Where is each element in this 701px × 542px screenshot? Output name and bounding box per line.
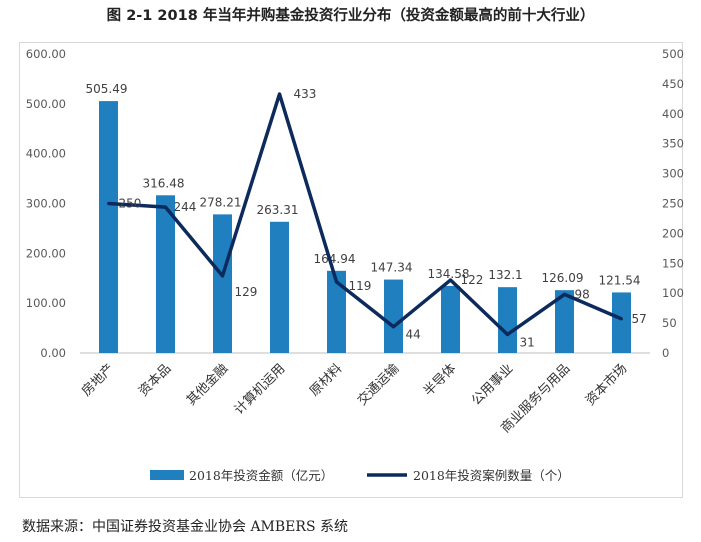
line-data-label: 119 [349, 279, 372, 293]
line-data-label: 31 [520, 335, 535, 349]
right-axis-tick-label: 450 [662, 77, 684, 91]
left-axis-tick-label: 100.00 [26, 296, 66, 310]
line-data-label: 129 [235, 285, 258, 299]
bar-data-label: 505.49 [86, 82, 128, 96]
right-axis: 0 50 100 150 200 250 300 350 400 450 500 [662, 47, 684, 360]
bar-data-label: 147.34 [371, 261, 413, 275]
line-path [108, 92, 623, 337]
data-source-note: 数据来源：中国证券投资基金业协会 AMBERS 系统 [22, 519, 348, 535]
bar-data-label: 316.48 [143, 176, 185, 190]
category-label: 半导体 [421, 361, 459, 399]
bar [327, 270, 346, 353]
left-axis-tick-label: 500.00 [26, 97, 66, 111]
combo-chart: 0.00 100.00 200.00 300.00 400.00 500.00 600.00… [26, 47, 684, 483]
right-axis-tick-label: 500 [662, 47, 684, 61]
bar [612, 292, 631, 353]
line-data-label: 250 [119, 197, 142, 211]
bar [555, 290, 574, 353]
line-point [449, 278, 452, 282]
legend: 2018年投资金额（亿元） 2018年投资案例数量（个） [150, 468, 570, 483]
line-point [335, 280, 338, 284]
line-data-labels: 250 244 129 433 119 44 122 31 98 57 [119, 87, 647, 349]
line-data-label: 57 [632, 312, 647, 326]
left-axis-tick-label: 400.00 [26, 147, 66, 161]
bar-data-labels: 505.49 316.48 278.21 263.31 164.94 147.34 134.… [86, 82, 641, 287]
category-label: 资本品 [136, 361, 174, 399]
bar [441, 285, 460, 353]
bar [270, 221, 289, 353]
left-axis: 0.00 100.00 200.00 300.00 400.00 500.00 600.00 [26, 47, 66, 360]
line-point [221, 274, 224, 278]
line-point [620, 317, 623, 321]
bar [156, 195, 175, 353]
line-point [563, 292, 566, 296]
category-label: 交通运输 [354, 361, 402, 409]
right-axis-tick-label: 300 [662, 167, 684, 181]
bar [213, 214, 232, 353]
right-axis-tick-label: 250 [662, 197, 684, 211]
line-point [278, 92, 281, 96]
line-series [107, 92, 623, 337]
category-label: 公用事业 [469, 361, 516, 408]
right-axis-tick-label: 400 [662, 107, 684, 121]
legend-bar-label: 2018年投资金额（亿元） [189, 468, 333, 483]
line-point [164, 205, 167, 209]
chart-title: 图 2-1 2018 年当年并购基金投资行业分布（投资金额最高的前十大行业） [106, 8, 595, 24]
bar-data-label: 263.31 [257, 203, 299, 217]
category-label: 其他金融 [183, 361, 231, 409]
category-label: 计算机运用 [232, 361, 289, 418]
legend-bar-swatch [150, 470, 184, 480]
right-axis-tick-label: 200 [662, 226, 684, 240]
right-axis-tick-label: 50 [662, 316, 677, 330]
bar [384, 279, 403, 353]
right-axis-tick-label: 150 [662, 256, 684, 270]
bar-data-label: 278.21 [200, 195, 242, 209]
bar-data-label: 126.09 [542, 271, 584, 285]
bar [498, 287, 517, 353]
line-data-label: 44 [406, 328, 421, 342]
right-axis-tick-label: 350 [662, 137, 684, 151]
category-label: 原材料 [307, 361, 345, 399]
line-data-label: 433 [294, 87, 317, 101]
right-axis-tick-label: 100 [662, 286, 684, 300]
left-axis-tick-label: 200.00 [26, 246, 66, 260]
chart-frame [19, 42, 683, 498]
bar-data-label: 164.94 [314, 252, 356, 266]
right-axis-tick-label: 0 [662, 346, 669, 360]
bar-data-label: 134.58 [428, 267, 470, 281]
line-data-label: 244 [174, 200, 197, 214]
category-label: 房地产 [78, 361, 117, 400]
bar-series [99, 101, 631, 354]
line-point [107, 202, 110, 205]
left-axis-tick-label: 300.00 [26, 197, 66, 211]
bar [99, 101, 118, 354]
legend-line-label: 2018年投资案例数量（个） [413, 468, 570, 483]
bar-data-label: 121.54 [599, 273, 641, 287]
line-data-label: 98 [575, 287, 590, 301]
bar-data-label: 132.1 [488, 268, 522, 282]
line-data-label: 122 [461, 273, 484, 287]
category-label: 资本市场 [582, 361, 630, 409]
left-axis-tick-label: 600.00 [26, 47, 66, 61]
left-axis-tick-label: 0.00 [40, 346, 66, 360]
line-point [506, 332, 509, 336]
line-point [392, 325, 395, 329]
